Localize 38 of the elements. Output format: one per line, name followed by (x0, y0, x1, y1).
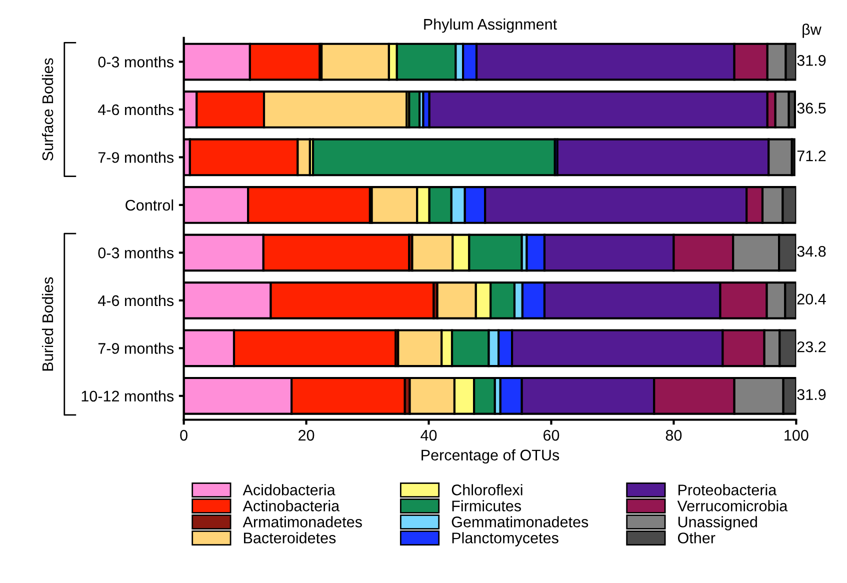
legend-label: Proteobacteria (678, 484, 777, 496)
legend-label: Planctomycetes (452, 532, 558, 546)
y-tick-label: Control (126, 199, 174, 211)
x-tick-label: 0 (180, 430, 188, 441)
y-tick-label: 10-12 months (82, 390, 174, 402)
legend-label: Gemmatimonadetes (452, 516, 588, 528)
legend-label: Actinobacteria (242, 500, 340, 512)
legend-label: Other (678, 532, 716, 544)
legend-label: Firmicutes (452, 500, 521, 512)
legend-label: Verrucomicrobia (677, 500, 788, 512)
text: 31.9 (797, 55, 826, 66)
x-tick-label: 100 (784, 430, 808, 441)
y-tick-label: 0-3 months (98, 56, 174, 68)
legend-label: Chloroflexi (452, 484, 522, 496)
legend-label: Acidobacteria (242, 484, 336, 496)
y-tick-label: 0-3 months (98, 247, 174, 258)
legend-label: Unassigned (678, 516, 757, 530)
x-tick-label: 40 (420, 430, 437, 441)
text: 34.8 (797, 246, 826, 257)
y-tick-label: 4-6 months (98, 294, 174, 306)
text: 23.2 (797, 341, 826, 352)
text: 36.5 (797, 102, 826, 114)
text: 20.4 (797, 294, 826, 305)
text: Buried Bodies (42, 277, 54, 371)
text: 31.9 (797, 389, 826, 400)
x-tick-label: 60 (544, 430, 560, 441)
y-tick-label: 4-6 months (98, 104, 174, 116)
x-tick-label: 80 (666, 430, 682, 441)
text: Surface Bodies (42, 58, 54, 161)
text: βw (802, 24, 822, 38)
chart-title: Phylum Assignment (424, 18, 557, 33)
x-tick-label: 20 (298, 430, 314, 441)
y-tick-label: 7-9 months (98, 152, 174, 163)
x-axis-title: Percentage of OTUs (422, 449, 560, 464)
legend-label: Armatimonadetes (242, 516, 362, 528)
y-tick-label: 7-9 months (98, 342, 174, 354)
legend-label: Bacteroidetes (244, 532, 336, 544)
text: 71.2 (797, 150, 826, 162)
